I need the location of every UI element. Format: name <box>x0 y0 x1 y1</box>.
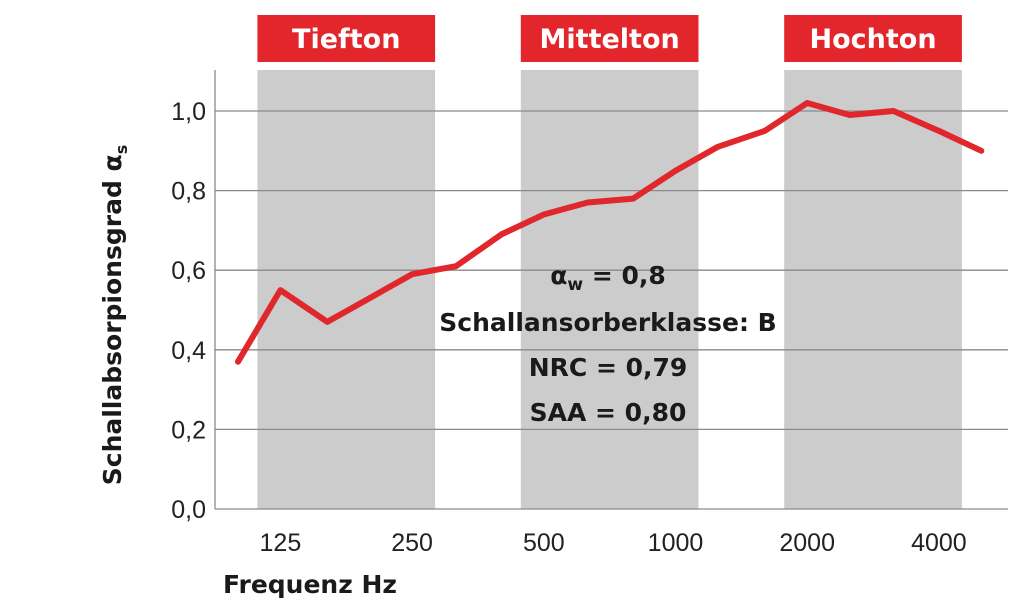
y-tick-label: 0,0 <box>171 496 206 524</box>
y-axis-title: Schallabsorpionsgrad αs <box>98 145 131 486</box>
x-tick-label: 1000 <box>648 529 704 557</box>
frequency-bands: Tiefton Mittelton Hochton <box>257 15 962 509</box>
y-tick-label: 0,2 <box>171 416 206 444</box>
band-mittelton <box>520 70 699 509</box>
x-tick-label: 4000 <box>911 529 967 557</box>
series-line <box>235 100 985 365</box>
aw-annotation: αw = 0,8 <box>550 261 666 295</box>
y-tick-label: 1,0 <box>171 98 206 126</box>
band-label: Mittelton <box>540 24 680 55</box>
series-polyline <box>235 100 985 365</box>
grid-lines <box>214 70 1008 510</box>
klasse-annotation: Schallansorberklasse: B <box>439 308 776 337</box>
x-tick-label: 2000 <box>779 529 835 557</box>
x-tick-label: 500 <box>523 529 565 557</box>
band-label: Tiefton <box>292 24 400 55</box>
annotations: αw = 0,8 Schallansorberklasse: B NRC = 0… <box>439 261 776 427</box>
band-tiefton <box>257 70 436 509</box>
band-hochton <box>784 70 962 509</box>
band-label-bg <box>784 15 962 62</box>
y-tick-label: 0,4 <box>171 337 206 365</box>
x-axis-title: Frequenz Hz <box>223 570 397 599</box>
nrc-annotation: NRC = 0,79 <box>529 353 688 382</box>
band-label-bg <box>520 15 699 62</box>
y-tick-labels: 0,0 0,2 0,4 0,6 0,8 1,0 <box>171 98 206 524</box>
saa-annotation: SAA = 0,80 <box>530 398 687 427</box>
band-label-bg <box>257 15 436 62</box>
band-label: Hochton <box>810 24 937 55</box>
y-tick-label: 0,8 <box>171 178 206 206</box>
x-tick-labels: 125 250 500 1000 2000 4000 <box>260 529 967 557</box>
x-tick-label: 250 <box>391 529 433 557</box>
y-tick-label: 0,6 <box>171 257 206 285</box>
x-tick-label: 125 <box>260 529 302 557</box>
